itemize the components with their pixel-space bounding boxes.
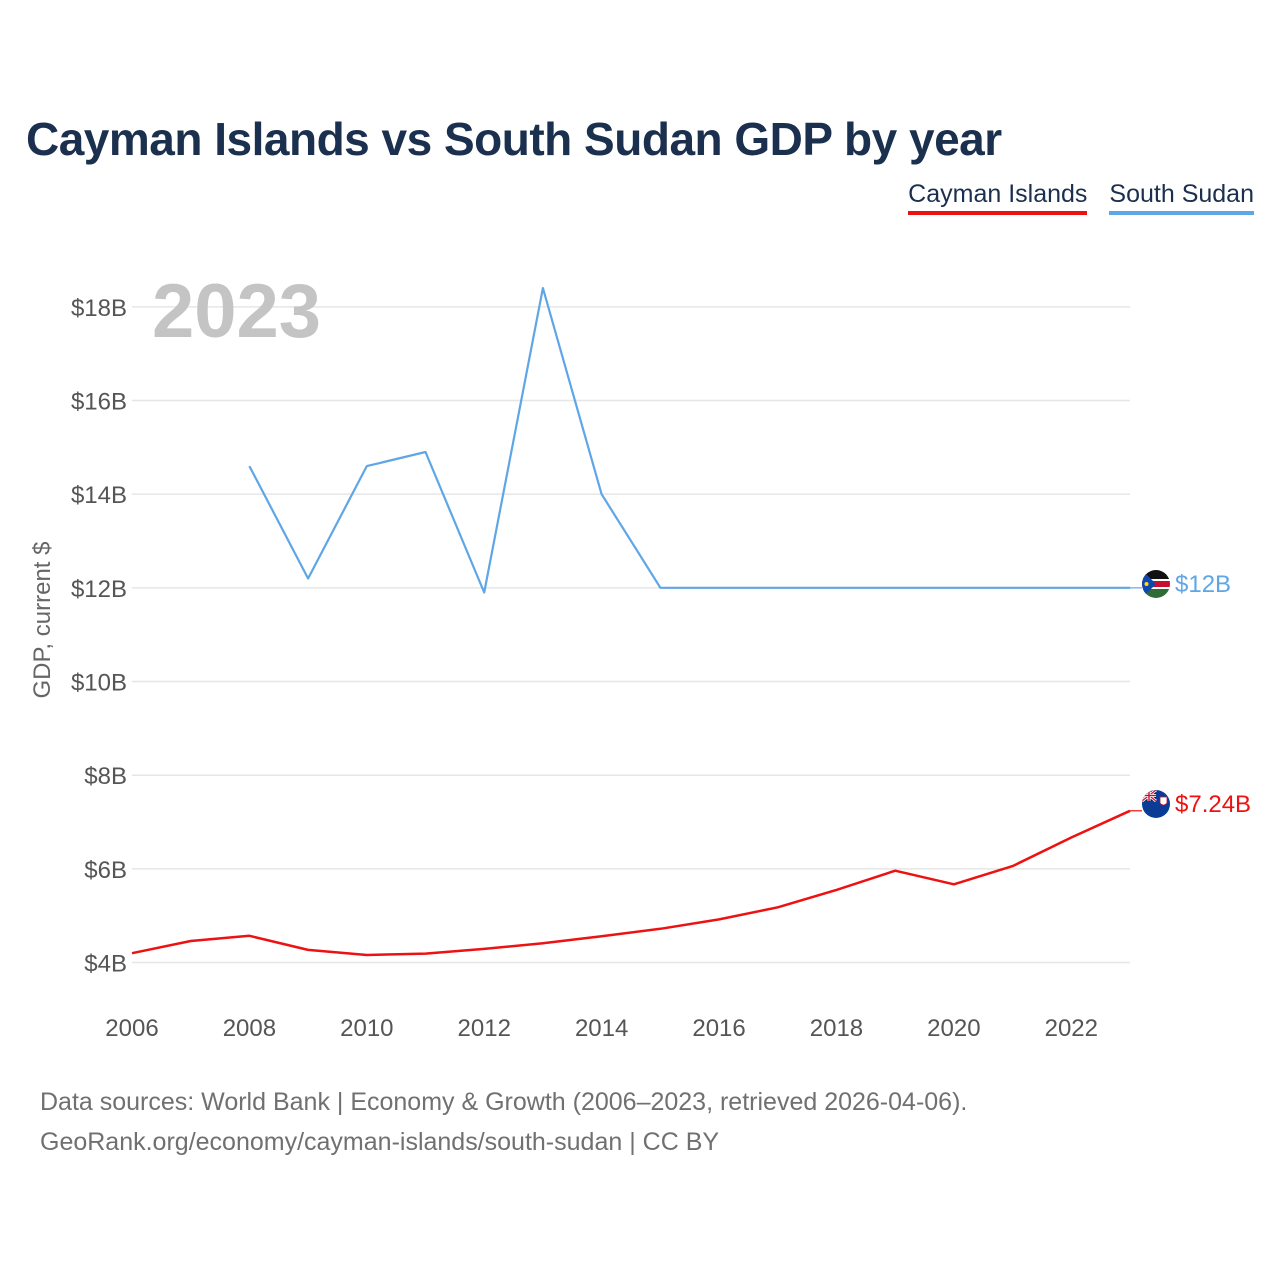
data-point-cayman: [306, 947, 311, 952]
y-tick-label: $10B: [71, 670, 127, 697]
x-tick-label: 2020: [927, 1015, 980, 1042]
series: [130, 286, 1142, 958]
legend-item-south-sudan[interactable]: South Sudan: [1109, 180, 1254, 215]
series-line-cayman: [131, 809, 1131, 957]
data-point-cayman: [834, 887, 839, 892]
end-label-cayman-islands: $7.24B: [1175, 791, 1251, 818]
x-tick-label: 2018: [810, 1015, 863, 1042]
x-tick-label: 2012: [458, 1015, 511, 1042]
data-point-cayman: [951, 882, 956, 887]
data-point-southSudan: [893, 585, 898, 590]
data-point-southSudan: [482, 590, 487, 595]
y-tick-label: $18B: [71, 295, 127, 322]
x-tick-label: 2006: [105, 1015, 158, 1042]
data-point-cayman: [364, 953, 369, 958]
chart-title: Cayman Islands vs South Sudan GDP by yea…: [26, 113, 1002, 165]
data-point-southSudan: [306, 576, 311, 581]
data-point-cayman: [599, 934, 604, 939]
data-point-southSudan: [247, 464, 252, 469]
data-point-southSudan: [1069, 585, 1074, 590]
cayman-islands-flag-icon: [1142, 790, 1170, 818]
series-line-southSudan: [248, 287, 1130, 594]
y-tick-label: $16B: [71, 389, 127, 416]
y-tick-label: $4B: [84, 951, 127, 978]
legend-item-cayman-islands[interactable]: Cayman Islands: [908, 180, 1088, 215]
south-sudan-flag-icon: [1142, 570, 1170, 598]
year-label: 2023: [152, 269, 321, 354]
x-axis: 2006 2008 2010 2012 2014 2016 2018 2020 2022: [105, 1015, 1098, 1042]
data-point-cayman: [482, 946, 487, 951]
legend: Cayman Islands South Sudan: [908, 180, 1254, 215]
end-label-south-sudan: $12B: [1175, 571, 1231, 598]
data-point-cayman: [188, 938, 193, 943]
y-axis-label: GDP, current $: [29, 542, 56, 699]
data-point-cayman: [247, 933, 252, 938]
data-point-cayman: [1010, 864, 1015, 869]
data-point-cayman: [540, 941, 545, 946]
x-tick-label: 2010: [340, 1015, 393, 1042]
data-point-cayman: [658, 926, 663, 931]
x-tick-label: 2022: [1045, 1015, 1098, 1042]
data-point-cayman: [1069, 835, 1074, 840]
data-point-southSudan: [364, 464, 369, 469]
data-point-southSudan: [1010, 585, 1015, 590]
y-tick-label: $8B: [84, 763, 127, 790]
data-point-southSudan: [423, 450, 428, 455]
gridlines: [132, 306, 1130, 964]
data-point-southSudan: [540, 286, 545, 291]
y-tick-label: $12B: [71, 576, 127, 603]
data-source-note: Data sources: World Bank | Economy & Gro…: [40, 1088, 968, 1116]
y-tick-label: $14B: [71, 482, 127, 509]
data-point-cayman: [893, 868, 898, 873]
y-tick-label: $6B: [84, 857, 127, 884]
data-point-cayman: [717, 917, 722, 922]
data-point-southSudan: [599, 492, 604, 497]
data-point-southSudan: [658, 585, 663, 590]
data-point-cayman: [130, 951, 135, 956]
data-point-cayman: [775, 905, 780, 910]
data-point-southSudan: [951, 585, 956, 590]
data-point-southSudan: [717, 585, 722, 590]
y-axis: $4B $6B $8B $10B $12B $14B $16B $18B: [71, 295, 127, 978]
data-point-cayman: [423, 951, 428, 956]
x-tick-label: 2014: [575, 1015, 628, 1042]
x-tick-label: 2016: [692, 1015, 745, 1042]
data-point-southSudan: [834, 585, 839, 590]
source-link[interactable]: GeoRank.org/economy/cayman-islands/south…: [40, 1128, 720, 1156]
data-point-southSudan: [775, 585, 780, 590]
x-tick-label: 2008: [223, 1015, 276, 1042]
line-chart: 2023 $4B$6B$8B$10B$12B$14B$16B$18B 2006 2…: [29, 269, 1251, 1042]
footer: Data sources: World Bank | Economy & Gro…: [40, 1082, 967, 1162]
